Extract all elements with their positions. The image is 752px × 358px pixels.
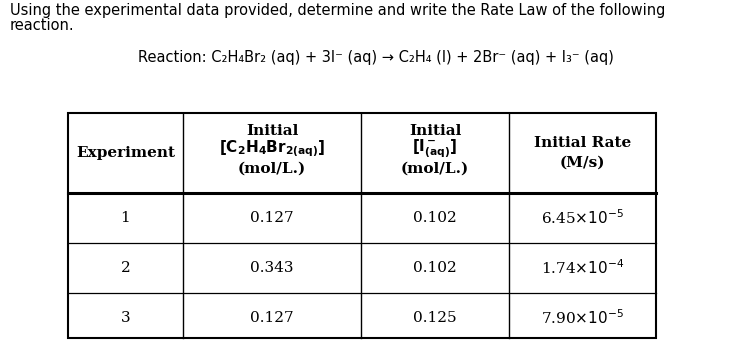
Text: Experiment: Experiment xyxy=(76,146,175,160)
Text: (mol/L.): (mol/L.) xyxy=(401,162,469,176)
Text: 0.127: 0.127 xyxy=(250,211,294,225)
Text: $\mathbf{[I^-_{(aq)}]}$: $\mathbf{[I^-_{(aq)}]}$ xyxy=(412,138,458,160)
Text: Initial: Initial xyxy=(246,124,299,138)
Text: 2: 2 xyxy=(120,261,130,275)
Text: 0.125: 0.125 xyxy=(413,311,456,325)
Text: 1.74$\times10^{-4}$: 1.74$\times10^{-4}$ xyxy=(541,258,624,277)
Text: 3: 3 xyxy=(120,311,130,325)
Text: 0.127: 0.127 xyxy=(250,311,294,325)
Text: 1: 1 xyxy=(120,211,130,225)
Text: (M/s): (M/s) xyxy=(559,156,605,170)
Text: 0.102: 0.102 xyxy=(413,211,457,225)
Text: 7.90$\times10^{-5}$: 7.90$\times10^{-5}$ xyxy=(541,309,624,327)
Bar xyxy=(68,113,656,338)
Text: 6.45$\times10^{-5}$: 6.45$\times10^{-5}$ xyxy=(541,209,624,227)
Text: reaction.: reaction. xyxy=(10,18,74,33)
Text: $\mathbf{[C_2H_4Br_{2(aq)}]}$: $\mathbf{[C_2H_4Br_{2(aq)}]}$ xyxy=(219,139,325,159)
Text: Reaction: C₂H₄Br₂ (aq) + 3I⁻ (aq) → C₂H₄ (l) + 2Br⁻ (aq) + I₃⁻ (aq): Reaction: C₂H₄Br₂ (aq) + 3I⁻ (aq) → C₂H₄… xyxy=(138,50,614,65)
Text: Initial: Initial xyxy=(409,124,461,138)
Text: 0.343: 0.343 xyxy=(250,261,294,275)
Text: Using the experimental data provided, determine and write the Rate Law of the fo: Using the experimental data provided, de… xyxy=(10,3,666,18)
Text: 0.102: 0.102 xyxy=(413,261,457,275)
Text: (mol/L.): (mol/L.) xyxy=(238,162,306,176)
Text: Initial Rate: Initial Rate xyxy=(534,136,631,150)
